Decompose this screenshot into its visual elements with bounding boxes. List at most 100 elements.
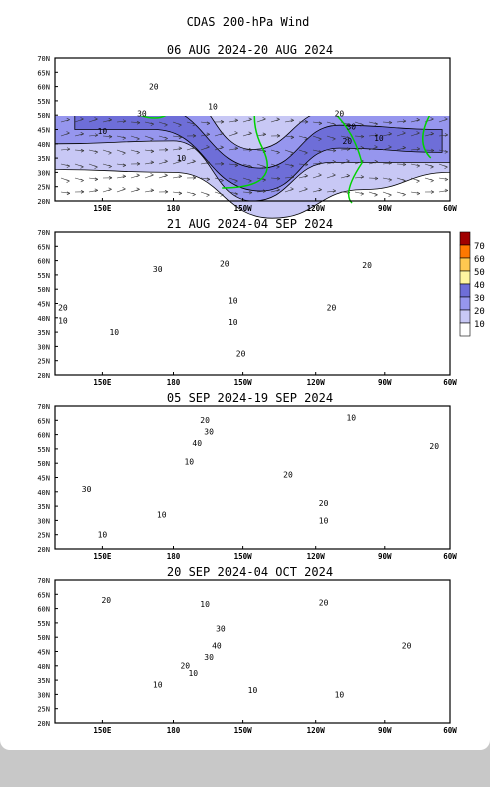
wind-arrowhead bbox=[164, 173, 168, 178]
wind-arrowhead bbox=[416, 118, 420, 122]
wind-arrowhead bbox=[262, 189, 267, 193]
contour-label: 40 bbox=[192, 439, 202, 448]
color-legend: 70 60 50 40 30 20 10 bbox=[459, 231, 485, 337]
latitude-tick-label: 20N bbox=[37, 198, 50, 206]
wind-arrowhead bbox=[388, 132, 392, 136]
wind-arrowhead bbox=[66, 147, 71, 151]
wind-vector bbox=[424, 133, 434, 137]
wind-arrowhead bbox=[192, 122, 196, 127]
wind-arrowhead bbox=[164, 136, 168, 141]
wind-vector bbox=[312, 189, 322, 193]
wind-arrowhead bbox=[192, 159, 196, 164]
wind-vector bbox=[284, 135, 294, 138]
wind-arrowhead bbox=[94, 165, 98, 169]
contour-label: 30 bbox=[204, 428, 214, 437]
wind-arrowhead bbox=[290, 118, 294, 123]
wind-arrowhead bbox=[332, 173, 336, 177]
wind-vector bbox=[200, 162, 210, 165]
wind-vector bbox=[242, 191, 252, 193]
contour-label: 10 bbox=[208, 103, 218, 112]
wind-arrowhead bbox=[206, 160, 210, 165]
contour-label: 10 bbox=[153, 680, 163, 689]
wind-vector bbox=[354, 147, 364, 151]
wind-arrowhead bbox=[220, 120, 225, 124]
latitude-tick-label: 45N bbox=[37, 301, 50, 309]
wind-arrowhead bbox=[402, 145, 406, 150]
latitude-tick-label: 25N bbox=[37, 532, 50, 540]
longitude-tick-label: 90W bbox=[378, 552, 392, 561]
wind-vector bbox=[60, 191, 70, 194]
wind-vector bbox=[438, 134, 448, 137]
latitude-tick-label: 30N bbox=[37, 517, 50, 525]
wind-arrowhead bbox=[220, 193, 224, 197]
wind-vector bbox=[340, 148, 350, 151]
latitude-tick-label: 50N bbox=[37, 112, 50, 120]
wind-arrowhead bbox=[430, 117, 434, 121]
latitude-tick-label: 20N bbox=[37, 546, 50, 554]
longitude-tick-label: 60W bbox=[443, 552, 457, 561]
wind-vector bbox=[298, 175, 308, 179]
wind-arrowhead bbox=[374, 159, 378, 164]
wind-arrowhead bbox=[122, 151, 126, 155]
wind-arrowhead bbox=[360, 175, 365, 179]
wind-arrowhead bbox=[220, 162, 225, 166]
wind-vector bbox=[438, 149, 448, 153]
longitude-tick-label: 90W bbox=[378, 726, 392, 735]
wind-arrowhead bbox=[444, 165, 448, 169]
wind-arrowhead bbox=[262, 165, 266, 169]
wind-arrowhead bbox=[402, 192, 406, 197]
wind-arrowhead bbox=[304, 136, 308, 141]
wind-arrowhead bbox=[150, 173, 154, 177]
wind-vector bbox=[172, 148, 182, 151]
latitude-tick-label: 35N bbox=[37, 155, 50, 163]
wind-vector bbox=[60, 148, 70, 151]
wind-arrowhead bbox=[332, 148, 337, 153]
wind-arrowhead bbox=[346, 173, 350, 178]
wind-map-figure: CDAS 200-hPa Wind 06 AUG 2024-20 AUG 202… bbox=[37, 15, 485, 735]
latitude-tick-label: 30N bbox=[37, 169, 50, 177]
latitude-tick-label: 65N bbox=[37, 417, 50, 425]
wind-arrowhead bbox=[360, 192, 364, 196]
longitude-tick-label: 180 bbox=[167, 552, 181, 561]
wind-arrowhead bbox=[178, 191, 183, 196]
wind-arrowhead bbox=[444, 133, 449, 137]
wind-vector bbox=[326, 149, 336, 151]
longitude-tick-label: 150E bbox=[93, 378, 112, 387]
contour-label: 10 bbox=[335, 690, 345, 699]
wind-arrowhead bbox=[66, 179, 70, 183]
wind-arrowhead bbox=[248, 131, 252, 136]
wind-arrowhead bbox=[206, 145, 210, 149]
contour-label: 20 bbox=[429, 442, 439, 451]
wind-vector bbox=[354, 176, 364, 179]
latitude-tick-label: 40N bbox=[37, 141, 50, 149]
wind-arrowhead bbox=[276, 117, 280, 122]
wind-vector bbox=[270, 189, 280, 193]
contour-label: 10 bbox=[109, 328, 119, 337]
wind-arrowhead bbox=[346, 123, 350, 127]
latitude-tick-label: 55N bbox=[37, 620, 50, 628]
wind-vector bbox=[284, 176, 294, 179]
wind-arrowhead bbox=[108, 151, 112, 155]
wind-vector bbox=[144, 121, 154, 125]
latitude-tick-label: 50N bbox=[37, 634, 50, 642]
wind-arrowhead bbox=[80, 132, 84, 136]
wind-arrowhead bbox=[248, 179, 252, 183]
wind-vector bbox=[368, 121, 378, 125]
wind-vector bbox=[88, 134, 98, 137]
latitude-tick-label: 55N bbox=[37, 98, 50, 106]
latitude-tick-label: 50N bbox=[37, 286, 50, 294]
latitude-tick-label: 65N bbox=[37, 69, 50, 77]
longitude-tick-label: 60W bbox=[443, 204, 457, 213]
wind-vector bbox=[298, 163, 308, 165]
wind-vector bbox=[354, 191, 364, 195]
legend-label: 30 bbox=[474, 294, 485, 304]
wind-arrowhead bbox=[444, 117, 448, 121]
latitude-tick-label: 70N bbox=[37, 55, 50, 63]
legend-label: 60 bbox=[474, 255, 485, 265]
wind-arrowhead bbox=[122, 187, 126, 191]
wind-vector bbox=[130, 121, 140, 123]
wind-vector bbox=[172, 135, 182, 138]
wind-arrowhead bbox=[346, 159, 350, 163]
wind-arrowhead bbox=[136, 137, 140, 141]
